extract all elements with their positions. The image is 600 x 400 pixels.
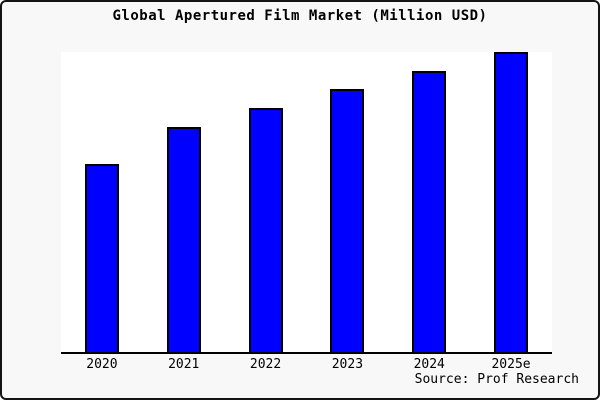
bars-container [61,52,552,352]
plot-area [61,52,552,354]
bar-slot-2024 [388,52,470,352]
bar-2024 [412,71,447,352]
bar-2025e [494,52,529,352]
x-tick-label-2021: 2021 [168,357,200,372]
chart-title: Global Apertured Film Market (Million US… [112,8,488,24]
x-tick-label-2025e: 2025e [491,357,531,372]
bar-2022 [248,108,283,352]
x-tick-label-2022: 2022 [249,357,282,372]
bar-slot-2021 [143,52,225,352]
bar-slot-2022 [225,52,307,352]
x-axis-labels: 2020 2021 2022 2023 2024 2025e [61,357,552,372]
x-tick-label-2020: 2020 [86,357,118,372]
bar-2021 [166,127,201,352]
bar-2023 [330,89,365,352]
bar-2020 [84,164,119,352]
bar-slot-2023 [306,52,388,352]
source-label: Source: Prof Research [414,372,579,387]
x-tick-label-2024: 2024 [413,357,445,372]
x-tick-label-2023: 2023 [331,357,364,372]
bar-slot-2020 [61,52,143,352]
bar-slot-2025e [470,52,552,352]
